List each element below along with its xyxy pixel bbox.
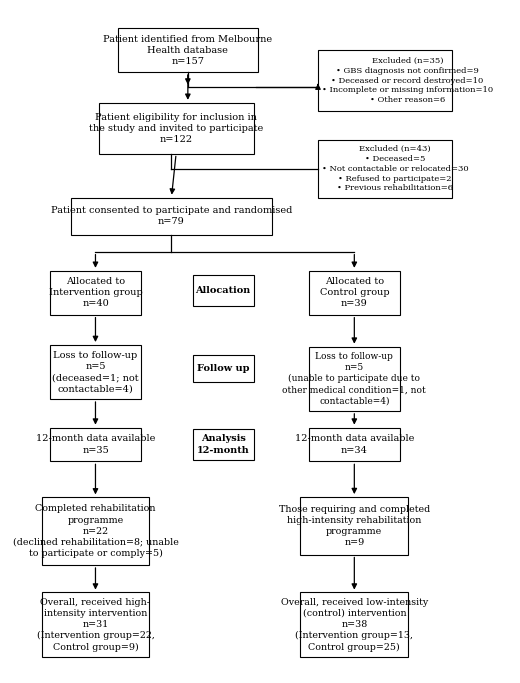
Text: Excluded (n=35)
• GBS diagnosis not confirmed=9
• Deceased or record destroyed=1: Excluded (n=35) • GBS diagnosis not conf…: [322, 57, 493, 104]
Bar: [301, 497, 408, 555]
Bar: [50, 345, 141, 399]
Text: Follow up: Follow up: [197, 364, 249, 373]
Bar: [308, 346, 400, 411]
Text: Patient identified from Melbourne
Health database
n=157: Patient identified from Melbourne Health…: [103, 35, 272, 66]
Text: Analysis
12-month: Analysis 12-month: [197, 434, 250, 454]
Text: 12-month data available
n=35: 12-month data available n=35: [36, 434, 155, 454]
Text: Allocated to
Control group
n=39: Allocated to Control group n=39: [319, 277, 389, 308]
Bar: [50, 428, 141, 462]
Bar: [318, 50, 452, 111]
Text: Overall, received low-intensity
(control) intervention
n=38
(Intervention group=: Overall, received low-intensity (control…: [281, 598, 428, 652]
Bar: [118, 28, 258, 72]
Bar: [42, 592, 149, 657]
Text: Allocated to
Intervention group
n=40: Allocated to Intervention group n=40: [48, 277, 142, 308]
Bar: [99, 102, 254, 154]
Text: Loss to follow-up
n=5
(unable to participate due to
other medical condition=1, n: Loss to follow-up n=5 (unable to partici…: [282, 352, 426, 406]
Bar: [318, 140, 452, 197]
Bar: [308, 270, 400, 315]
Text: Allocation: Allocation: [196, 286, 251, 295]
Bar: [192, 355, 254, 382]
Text: Overall, received high-
intensity intervention
n=31
(Intervention group=22,
Cont: Overall, received high- intensity interv…: [36, 598, 154, 652]
Text: 12-month data available
n=34: 12-month data available n=34: [295, 434, 414, 454]
Bar: [192, 275, 254, 306]
Bar: [71, 197, 272, 235]
Bar: [308, 428, 400, 462]
Text: Completed rehabilitation
programme
n=22
(declined rehabilitation=8; unable
to pa: Completed rehabilitation programme n=22 …: [12, 505, 178, 558]
Text: Patient consented to participate and randomised
n=79: Patient consented to participate and ran…: [51, 206, 292, 226]
Bar: [301, 592, 408, 657]
Text: Loss to follow-up
n=5
(deceased=1; not
contactable=4): Loss to follow-up n=5 (deceased=1; not c…: [52, 351, 139, 393]
Text: Patient eligibility for inclusion in
the study and invited to participate
n=122: Patient eligibility for inclusion in the…: [89, 113, 263, 143]
Text: Those requiring and completed
high-intensity rehabilitation
programme
n=9: Those requiring and completed high-inten…: [279, 505, 430, 547]
Bar: [42, 497, 149, 565]
Bar: [50, 270, 141, 315]
Bar: [192, 429, 254, 460]
Text: Excluded (n=43)
• Deceased=5
• Not contactable or relocated=30
• Refused to part: Excluded (n=43) • Deceased=5 • Not conta…: [322, 145, 469, 193]
